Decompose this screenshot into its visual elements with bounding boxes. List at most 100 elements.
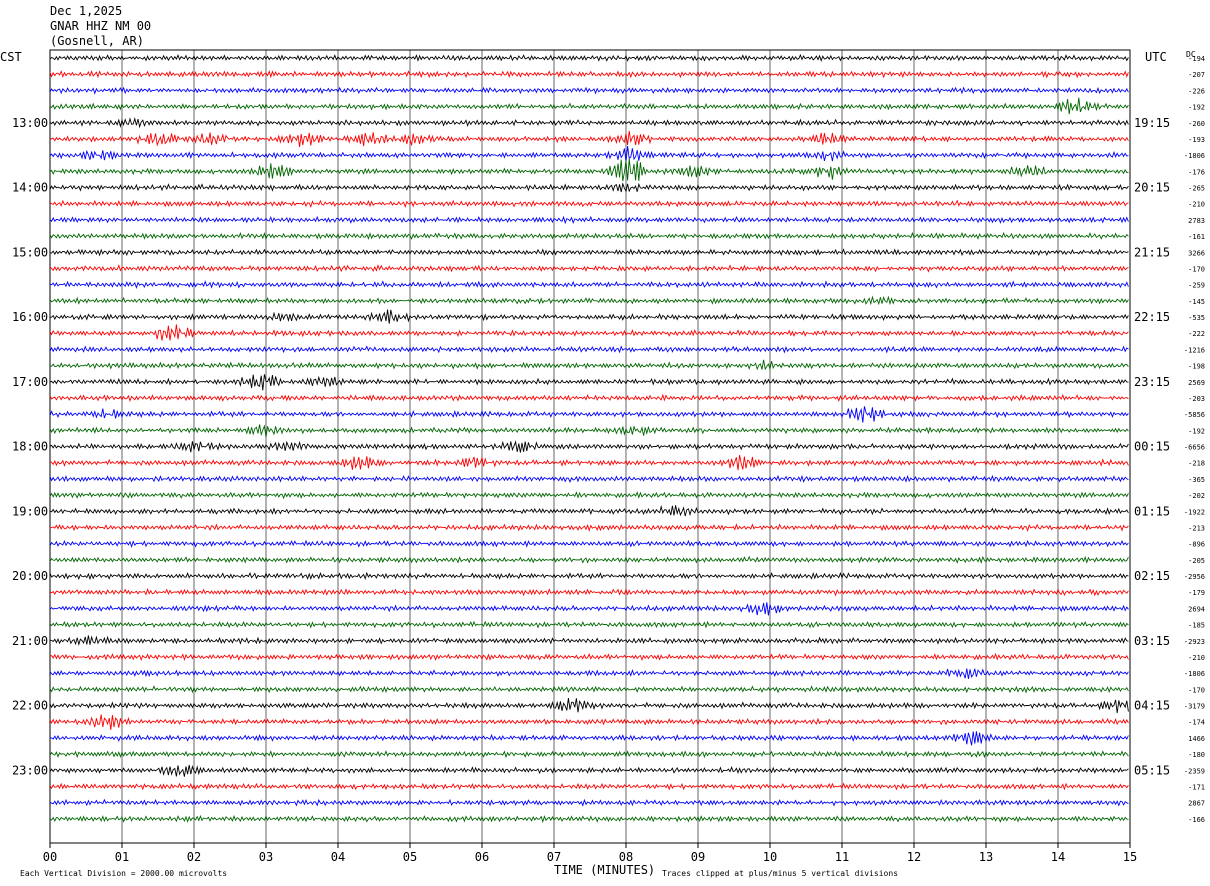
left-hour-label: 18:00 [12,440,48,454]
dc-offset-label: -193 [1188,136,1205,144]
left-hour-label: 15:00 [12,245,48,259]
trace-15 [49,280,1129,290]
dc-offset-label: 2694 [1188,605,1205,613]
trace-29 [49,505,1129,517]
dc-offset-label: -170 [1188,265,1205,273]
right-timezone-label: UTC [1145,50,1167,64]
x-tick-label-05: 05 [403,850,417,864]
trace-3 [49,86,1129,95]
trace-18 [49,324,1129,341]
dc-offset-label: -180 [1188,751,1205,759]
x-axis-ticks: 00 01 02 03 04 05 06 07 08 09 10 11 12 13 14 15 [43,843,1137,864]
trace-1 [49,53,1129,62]
trace-16 [49,295,1129,306]
left-hour-label: 16:00 [12,310,48,324]
right-hour-label: 19:15 [1134,116,1170,130]
trace-23 [49,406,1129,423]
dc-offset-label: -365 [1188,476,1205,484]
right-hour-label: 04:15 [1134,699,1170,713]
right-hour-label: 05:15 [1134,763,1170,777]
trace-10 [49,199,1129,209]
x-tick-label-02: 02 [187,850,201,864]
dc-offset-label: -171 [1188,783,1205,791]
trace-24 [49,424,1129,438]
right-hour-label: 20:15 [1134,181,1170,195]
dc-offset-label: -176 [1188,168,1205,176]
trace-34 [49,587,1129,597]
dc-offset-label: -205 [1188,557,1205,565]
dc-offset-label: -185 [1188,622,1205,630]
trace-9 [49,182,1129,193]
dc-offset-label: -202 [1188,492,1205,500]
dc-offset-label: -2359 [1184,767,1205,775]
trace-47 [49,798,1129,807]
dc-offset-label: -170 [1188,686,1205,694]
trace-44 [49,750,1129,759]
right-hour-label: 02:15 [1134,569,1170,583]
trace-7 [49,146,1129,162]
dc-offset-label: -210 [1188,201,1205,209]
trace-4 [49,97,1129,115]
dc-offset-label: -1806 [1184,670,1205,678]
trace-8 [49,158,1129,182]
right-hour-label: 03:15 [1134,634,1170,648]
trace-14 [49,264,1129,273]
x-tick-label-12: 12 [907,850,921,864]
dc-offset-label: -259 [1188,282,1205,290]
trace-17 [49,309,1129,324]
dc-offset-label: -213 [1188,524,1205,532]
footer-right-note: Traces clipped at plus/minus 5 vertical … [662,869,898,878]
dc-offset-label: 2569 [1188,379,1205,387]
trace-30 [49,523,1129,532]
x-tick-label-01: 01 [115,850,129,864]
dc-offset-labels: -194 -207 -226 -192 -260 -193 -1806 -176 -265 -21… [1184,55,1205,824]
dc-offset-label: -5856 [1184,411,1205,419]
dc-offset-label: -179 [1188,589,1205,597]
trace-2 [49,70,1129,79]
trace-43 [49,731,1129,746]
dc-offset-label: -203 [1188,395,1205,403]
left-hour-label: 17:00 [12,375,48,389]
x-tick-label-00: 00 [43,850,57,864]
trace-45 [49,764,1129,777]
x-tick-label-08: 08 [619,850,633,864]
plot-frame [49,49,1131,844]
right-hour-label: 22:15 [1134,310,1170,324]
right-hour-labels: 19:15 20:15 21:15 22:15 23:15 00:15 01:15 02:15… [1134,116,1170,778]
dc-offset-label: -174 [1188,719,1205,727]
dc-offset-label: -6656 [1184,444,1205,452]
trace-41 [49,698,1129,714]
dc-offset-label: -2923 [1184,638,1205,646]
trace-5 [49,116,1129,129]
right-hour-label: 23:15 [1134,375,1170,389]
trace-38 [49,652,1129,662]
x-axis-title: TIME (MINUTES) [554,863,655,877]
dc-offset-label: -896 [1188,541,1205,549]
dc-offset-label: -1216 [1184,346,1205,354]
x-tick-label-09: 09 [691,850,705,864]
left-hour-label: 13:00 [12,116,48,130]
trace-12 [49,231,1129,241]
trace-46 [49,782,1129,791]
trace-33 [49,571,1129,581]
date-label: Dec 1,2025 [50,4,123,18]
trace-11 [49,215,1129,225]
left-hour-label: 22:00 [12,699,48,713]
trace-42 [49,714,1129,730]
left-hour-label: 19:00 [12,504,48,518]
trace-40 [49,685,1129,694]
trace-37 [49,635,1129,646]
left-hour-label: 20:00 [12,569,48,583]
dc-offset-label: -222 [1188,330,1205,338]
dc-offset-label: -161 [1188,233,1205,241]
dc-offset-label: -192 [1188,104,1205,112]
trace-36 [49,620,1129,629]
location-label: (Gosnell, AR) [50,34,144,48]
dc-offset-label: -210 [1188,654,1205,662]
x-tick-label-06: 06 [475,850,489,864]
trace-26 [49,454,1129,471]
right-hour-label: 00:15 [1134,440,1170,454]
dc-offset-label: -192 [1188,427,1205,435]
x-tick-label-13: 13 [979,850,993,864]
